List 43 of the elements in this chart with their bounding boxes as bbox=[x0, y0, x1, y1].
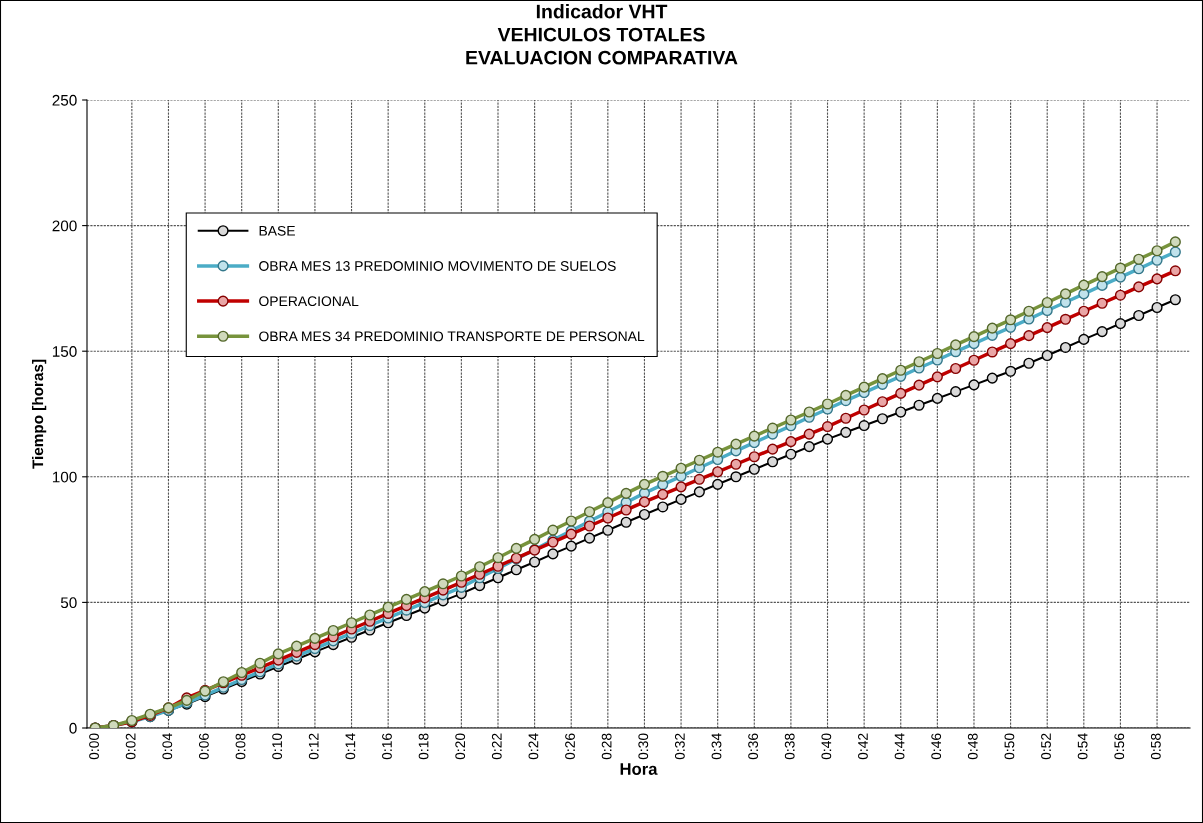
y-tick-label: 200 bbox=[52, 220, 77, 232]
x-tick-label: 0:52 bbox=[1041, 733, 1051, 760]
x-tick-label: 0:50 bbox=[1004, 733, 1015, 760]
y-tick-label: 0 bbox=[69, 722, 77, 734]
x-tick-label: 0:00 bbox=[89, 733, 99, 760]
chart-title: Indicador VHT VEHICULOS TOTALES EVALUACION COMPARATIVA bbox=[466, 4, 738, 65]
x-tick-label: 0:26 bbox=[565, 733, 575, 760]
y-tick-label: 150 bbox=[52, 346, 77, 357]
x-tick-label: 0:58 bbox=[1150, 733, 1161, 760]
x-tick-label: 0:46 bbox=[931, 733, 942, 760]
x-tick-label: 0:36 bbox=[748, 733, 759, 760]
x-tick-label: 0:18 bbox=[418, 733, 429, 760]
x-tick-label: 0:28 bbox=[601, 733, 612, 760]
legend-label: OPERACIONAL bbox=[259, 296, 359, 307]
x-tick-label: 0:04 bbox=[162, 733, 173, 760]
x-tick-label: 0:54 bbox=[1077, 733, 1088, 760]
x-tick-label: 0:56 bbox=[1114, 733, 1125, 760]
x-tick-label: 0:10 bbox=[272, 733, 283, 760]
legend-label: OBRA MES 34 PREDOMINIO TRANSPORTE DE PERSONAL bbox=[259, 331, 645, 342]
x-tick-label: 0:08 bbox=[235, 733, 246, 760]
y-tick-label: 250 bbox=[52, 94, 77, 106]
x-tick-label: 0:44 bbox=[894, 733, 905, 760]
x-tick-label: 0:38 bbox=[784, 733, 795, 760]
legend-label: OBRA MES 13 PREDOMINIO MOVIMENTO DE SUELOS bbox=[259, 261, 616, 271]
x-tick-label: 0:20 bbox=[455, 733, 466, 760]
x-tick-label: 0:34 bbox=[711, 733, 722, 760]
x-tick-label: 0:02 bbox=[125, 733, 136, 760]
x-tick-label: 0:42 bbox=[858, 733, 868, 760]
x-tick-label: 0:40 bbox=[821, 733, 832, 760]
x-tick-label: 0:22 bbox=[491, 733, 502, 760]
x-tick-label: 0:14 bbox=[345, 733, 356, 760]
x-tick-label: 0:32 bbox=[674, 733, 685, 760]
x-tick-label: 0:16 bbox=[382, 733, 392, 760]
x-tick-label: 0:12 bbox=[308, 733, 319, 760]
x-tick-label: 0:48 bbox=[967, 733, 978, 760]
y-tick-label: 100 bbox=[52, 471, 77, 483]
y-tick-label: 50 bbox=[60, 597, 77, 609]
x-tick-label: 0:24 bbox=[528, 733, 539, 760]
x-tick-label: 0:30 bbox=[638, 733, 649, 760]
y-axis-title: Tiempo [horas] bbox=[31, 359, 47, 469]
x-tick-label: 0:06 bbox=[198, 733, 209, 760]
legend-label: BASE bbox=[259, 225, 295, 236]
x-axis-title: Hora bbox=[620, 763, 658, 775]
